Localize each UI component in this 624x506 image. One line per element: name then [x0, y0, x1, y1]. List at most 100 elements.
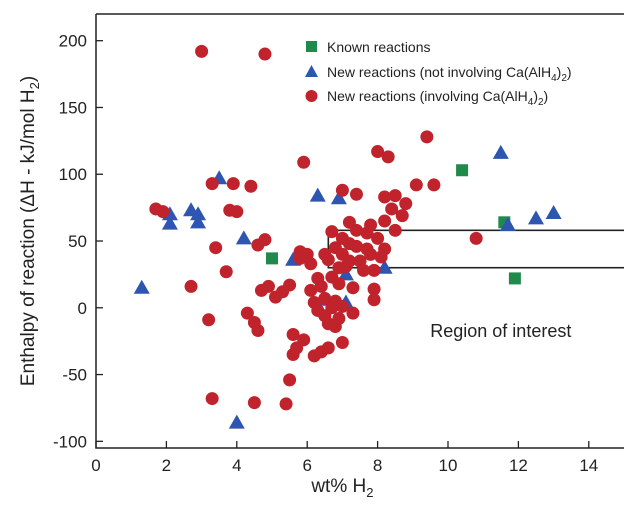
x-axis-title-main: wt% H [310, 476, 366, 497]
y-tick-label: 100 [59, 165, 87, 184]
data-point-circle [202, 313, 216, 327]
data-point-circle [388, 189, 402, 203]
y-axis-title-sub: 2 [27, 82, 42, 89]
data-point-circle [371, 231, 385, 245]
data-point-circle [297, 155, 311, 169]
points-layer [133, 44, 562, 429]
legend-nt-main: New reactions (not involving Ca(AlH [327, 64, 551, 80]
data-point-circle [381, 150, 395, 164]
data-point-circle [297, 333, 311, 347]
data-point-circle [247, 396, 261, 410]
data-point-circle [156, 205, 170, 219]
y-axis-title-main: Enthalpy of reaction (ΔH - kJ/mol H [18, 89, 39, 386]
y-tick-label: 200 [59, 32, 87, 51]
x-tick-label: 14 [579, 456, 598, 475]
data-point-circle [321, 341, 335, 355]
data-point-triangle [499, 216, 516, 231]
data-point-circle [258, 47, 272, 61]
region-of-interest-label: Region of interest [430, 321, 571, 341]
data-point-square [456, 164, 469, 177]
y-tick-label: 150 [59, 98, 87, 117]
data-point-circle [367, 293, 381, 307]
data-point-triangle [337, 266, 354, 281]
data-point-circle [349, 187, 363, 201]
legend-item-not-involving: New reactions (not involving Ca(AlH4)2) [305, 64, 572, 84]
data-point-circle [388, 223, 402, 237]
data-point-circle [251, 323, 265, 337]
data-point-circle [332, 277, 346, 291]
data-point-triangle [330, 190, 347, 205]
data-point-circle [395, 209, 409, 223]
legend-circle-marker [305, 90, 318, 102]
data-point-circle [205, 177, 219, 191]
data-point-circle [335, 336, 349, 350]
data-point-circle [226, 177, 240, 191]
legend-square-marker [306, 41, 317, 52]
data-point-circle [349, 239, 363, 253]
y-axis-title: Enthalpy of reaction (ΔH - kJ/mol H2) [18, 76, 42, 386]
data-point-circle [283, 278, 297, 292]
data-point-triangle [376, 259, 393, 274]
legend-inv-close: ) [544, 88, 549, 104]
x-tick-label: 10 [439, 456, 458, 475]
data-point-circle [469, 231, 483, 245]
data-point-circle [420, 130, 434, 144]
data-point-circle [205, 392, 219, 406]
data-point-square [508, 272, 521, 285]
data-point-circle [304, 257, 318, 271]
x-tick-label: 12 [509, 456, 528, 475]
data-point-circle [357, 263, 371, 277]
data-point-circle [346, 281, 360, 295]
y-tick-label: -100 [53, 432, 87, 451]
x-tick-label: 2 [162, 456, 171, 475]
data-point-circle [427, 178, 441, 192]
data-point-circle [279, 397, 293, 411]
legend-label-not-involving: New reactions (not involving Ca(AlH4)2) [327, 64, 572, 84]
data-point-circle [321, 253, 335, 267]
x-tick-label: 6 [302, 456, 311, 475]
legend: Known reactions New reactions (not invol… [305, 39, 572, 108]
legend-nt-paren: ) [557, 64, 562, 80]
data-point-circle [244, 179, 258, 193]
legend-inv-paren: ) [533, 88, 538, 104]
data-point-square [266, 252, 278, 265]
y-tick-label: -50 [62, 366, 87, 385]
legend-nt-close: ) [567, 64, 572, 80]
data-point-triangle [545, 204, 562, 219]
data-point-triangle [161, 215, 178, 230]
data-point-circle [184, 279, 198, 293]
data-point-circle [364, 247, 378, 261]
y-tick-label: 50 [68, 232, 87, 251]
legend-label-involving: New reactions (involving Ca(AlH4)2) [327, 88, 548, 108]
data-point-circle [258, 233, 272, 247]
data-point-circle [371, 145, 385, 159]
legend-nt-sub4: 4 [551, 73, 557, 84]
data-point-triangle [528, 210, 544, 225]
data-point-circle [304, 283, 318, 297]
data-point-circle [335, 299, 349, 313]
data-point-triangle [133, 279, 150, 294]
axis-frame [95, 13, 624, 449]
data-point-circle [332, 311, 346, 325]
legend-inv-sub2: 2 [538, 97, 544, 108]
data-point-circle [230, 205, 244, 219]
x-tick-label: 0 [91, 456, 100, 475]
y-tick-label: 0 [78, 299, 87, 318]
x-axis-title: wt% H2 [310, 476, 373, 500]
data-point-circle [342, 254, 356, 268]
legend-nt-sub2: 2 [561, 73, 567, 84]
x-tick-label: 8 [373, 456, 382, 475]
legend-item-involving: New reactions (involving Ca(AlH4)2) [305, 88, 548, 108]
data-point-circle [367, 282, 381, 296]
data-point-triangle [235, 230, 252, 245]
legend-item-known: Known reactions [306, 39, 431, 55]
data-point-circle [283, 373, 297, 387]
data-point-circle [349, 223, 363, 237]
data-point-triangle [190, 214, 207, 229]
data-point-circle [409, 178, 423, 192]
data-point-circle [286, 327, 300, 341]
data-point-circle [399, 197, 413, 211]
